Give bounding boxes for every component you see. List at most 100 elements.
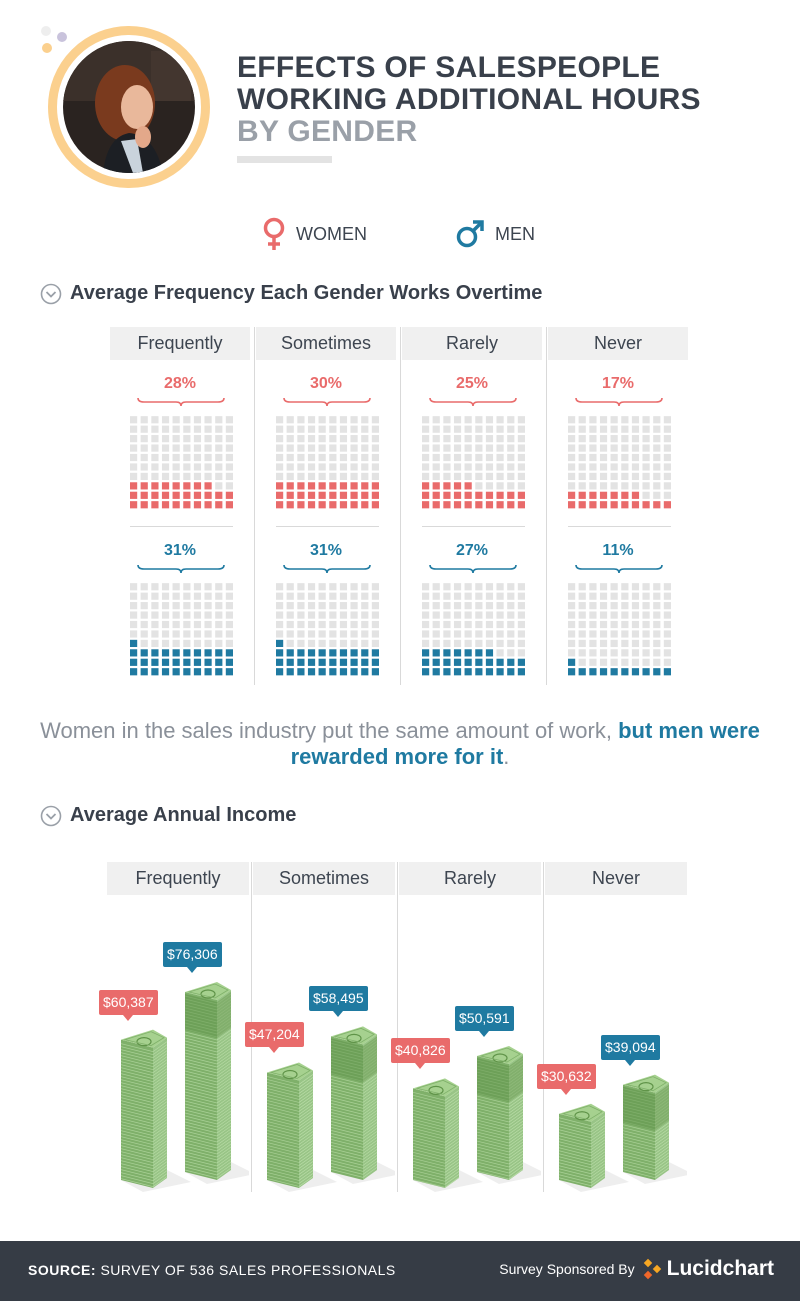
waffle-cell xyxy=(485,620,494,629)
waffle-cell xyxy=(339,501,348,509)
waffle-cell xyxy=(130,444,138,452)
waffle-cell xyxy=(350,435,358,443)
waffle-cell xyxy=(183,482,191,490)
waffle-cell xyxy=(485,482,494,490)
waffle-cell xyxy=(361,592,369,600)
waffle-cell xyxy=(276,444,284,452)
waffle-cell xyxy=(151,592,159,600)
waffle-cell xyxy=(130,639,138,648)
waffle-cell xyxy=(621,658,629,666)
waffle-cell xyxy=(631,620,640,629)
waffle-cell xyxy=(215,658,223,666)
waffle-cell xyxy=(599,602,608,610)
waffle-cell xyxy=(589,425,597,433)
waffle-cell xyxy=(193,611,202,619)
waffle-cell xyxy=(653,472,661,481)
money-stacks xyxy=(266,1026,395,1192)
waffle-grid-men xyxy=(568,583,671,676)
waffle-cell xyxy=(517,583,525,591)
waffle-cell xyxy=(339,658,348,666)
waffle-cell xyxy=(610,425,618,433)
waffle-cell xyxy=(204,491,212,499)
category-label: Never xyxy=(545,862,687,895)
waffle-cell xyxy=(318,463,326,471)
waffle-cell xyxy=(578,620,586,629)
waffle-cell xyxy=(286,639,294,648)
waffle-cell xyxy=(663,602,671,610)
waffle-cell xyxy=(130,658,138,666)
waffle-cell xyxy=(297,668,305,676)
waffle-cell xyxy=(653,602,661,610)
lucidchart-logo-icon xyxy=(643,1258,661,1280)
waffle-cell xyxy=(432,658,440,666)
waffle-cell xyxy=(653,453,661,462)
waffle-cell xyxy=(307,658,316,666)
waffle-cell xyxy=(443,658,451,666)
gender-separator xyxy=(422,526,525,527)
waffle-cell xyxy=(318,602,326,610)
waffle-cell xyxy=(193,425,202,433)
waffle-cell xyxy=(193,620,202,629)
waffle-cell xyxy=(318,611,326,619)
waffle-cell xyxy=(286,444,294,452)
percent-label: 25% xyxy=(455,375,489,392)
waffle-cell xyxy=(517,592,525,600)
waffle-cell xyxy=(215,611,223,619)
waffle-cell xyxy=(517,482,525,490)
waffle-cell xyxy=(631,630,640,638)
waffle-cell xyxy=(631,435,640,443)
waffle-cell xyxy=(350,602,358,610)
waffle-cell xyxy=(475,611,483,619)
waffle-cell xyxy=(663,620,671,629)
waffle-cell xyxy=(286,425,294,433)
waffle-cell xyxy=(496,658,504,666)
waffle-cell xyxy=(568,463,576,471)
waffle-cell xyxy=(610,501,618,509)
female-symbol-icon xyxy=(263,217,285,250)
waffle-cell xyxy=(318,649,326,657)
waffle-cell xyxy=(151,444,159,452)
waffle-cell xyxy=(621,620,629,629)
waffle-cell xyxy=(485,611,494,619)
waffle-cell xyxy=(183,668,191,676)
waffle-cell xyxy=(453,611,462,619)
waffle-cell xyxy=(276,491,284,499)
waffle-cell xyxy=(371,583,379,591)
waffle-cell xyxy=(371,592,379,600)
waffle-cell xyxy=(610,453,618,462)
waffle-cell xyxy=(329,668,337,676)
waffle-cell xyxy=(589,444,597,452)
waffle-cell xyxy=(183,630,191,638)
waffle-cell xyxy=(193,602,202,610)
waffle-cell xyxy=(663,416,671,424)
waffle-cell xyxy=(215,501,223,509)
waffle-cell xyxy=(578,435,586,443)
waffle-cell xyxy=(517,444,525,452)
waffle-cell xyxy=(631,482,640,490)
waffle-cell xyxy=(422,583,430,591)
waffle-cell xyxy=(475,620,483,629)
waffle-cell xyxy=(297,639,305,648)
waffle-cell xyxy=(361,416,369,424)
waffle-cell xyxy=(485,630,494,638)
waffle-cell xyxy=(161,639,170,648)
waffle-cell xyxy=(507,444,515,452)
waffle-cell xyxy=(464,583,472,591)
waffle-cell xyxy=(578,491,586,499)
waffle-cell xyxy=(485,639,494,648)
waffle-cell xyxy=(578,649,586,657)
waffle-cell xyxy=(485,658,494,666)
waffle-cell xyxy=(361,639,369,648)
waffle-cell xyxy=(578,611,586,619)
waffle-cell xyxy=(297,592,305,600)
waffle-cell xyxy=(172,620,180,629)
waffle-cell xyxy=(621,482,629,490)
waffle-cell xyxy=(464,491,472,499)
waffle-cell xyxy=(599,620,608,629)
waffle-cell xyxy=(464,658,472,666)
waffle-cell xyxy=(578,416,586,424)
waffle-cell xyxy=(589,639,597,648)
waffle-cell xyxy=(496,583,504,591)
waffle-cell xyxy=(140,425,148,433)
waffle-cell xyxy=(225,668,233,676)
